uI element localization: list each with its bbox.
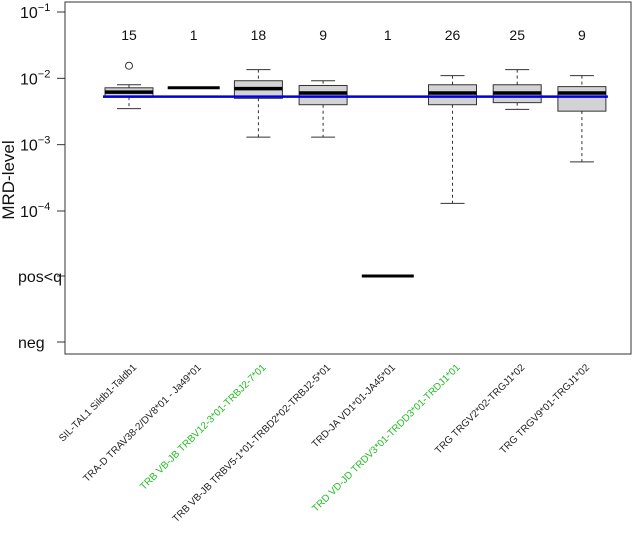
iqr-box: [298, 84, 348, 106]
count-labels-layer: 15 1 18 9 1 26 25 9: [121, 27, 586, 43]
y-tick-exponent: −1: [38, 2, 51, 14]
y-tick-label: 10−1: [20, 2, 50, 22]
y-tick-base: 10: [20, 5, 38, 22]
y-tick-base: 10: [20, 138, 38, 155]
y-tick-exponent: −3: [38, 135, 51, 147]
y-tick-exponent: −2: [38, 68, 51, 80]
y-axis-label: MRD-level: [0, 140, 18, 219]
count-label: 25: [509, 27, 525, 43]
box-group: [298, 80, 348, 138]
count-label: 9: [319, 27, 327, 43]
count-label: 15: [121, 27, 137, 43]
box-group: [233, 69, 283, 138]
y-tick-label: 10−4: [20, 201, 50, 221]
count-label: 1: [190, 27, 198, 43]
plot-frame: [64, 1, 632, 355]
count-label: 9: [578, 27, 586, 43]
boxes-layer: [104, 61, 607, 278]
category-label: TRA-D TRAV38-2/DV8*01 - Ja49*01: [82, 362, 205, 485]
y-level-label: neg: [18, 335, 45, 352]
box-group: [557, 75, 607, 163]
count-label: 18: [251, 27, 267, 43]
y-tick-base: 10: [20, 204, 38, 221]
y-level-label: pos<q: [18, 269, 62, 286]
y-tick-exponent: −4: [38, 201, 51, 213]
y-tick-label: 10−3: [20, 135, 50, 155]
count-label: 1: [384, 27, 392, 43]
count-label: 26: [445, 27, 461, 43]
category-label: TRB VB-JB TRBV12-3*01-TRBJ2-7*01: [138, 362, 269, 493]
box-group: [104, 61, 154, 110]
box-group: [428, 75, 477, 204]
y-tick-base: 10: [20, 71, 38, 88]
box-group: [492, 69, 542, 110]
outlier-point: [125, 61, 133, 70]
y-tick-label: 10−2: [20, 68, 50, 88]
iqr-box: [557, 86, 607, 112]
category-label: TRD VD-JD TRDV3*01-TRDD3*01-TRDJ1*01: [310, 362, 463, 515]
